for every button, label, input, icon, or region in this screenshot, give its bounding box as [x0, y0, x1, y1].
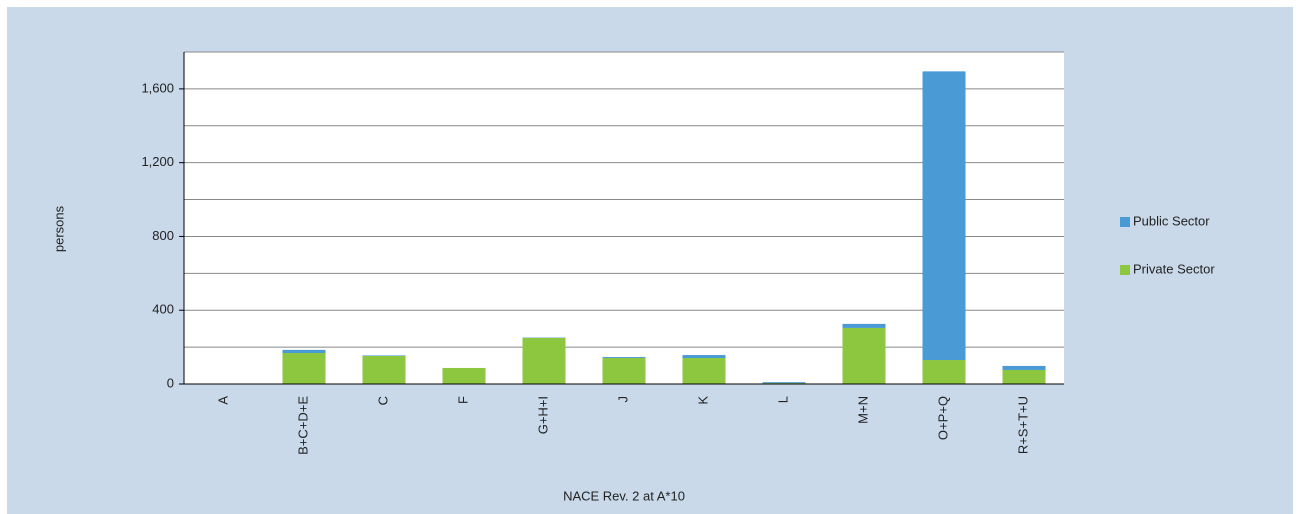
x-tick-label: L [775, 396, 790, 403]
bar-segment [362, 355, 406, 384]
bar-segment [762, 382, 806, 384]
x-axis-label: NACE Rev. 2 at A*10 [563, 488, 685, 503]
legend-label: Private Sector [1133, 261, 1215, 276]
x-tick-label: A [215, 396, 230, 405]
bar-segment [282, 349, 326, 354]
bar-segment [842, 327, 886, 384]
x-tick-label: B+C+D+E [295, 396, 310, 455]
bar-segment [842, 323, 886, 328]
y-tick-label: 800 [152, 228, 174, 243]
bar-segment [602, 357, 646, 358]
bar-segment [922, 71, 966, 361]
legend-label: Public Sector [1133, 213, 1210, 228]
bar-segment [922, 360, 966, 384]
y-tick-label: 1,200 [141, 154, 174, 169]
bar-segment [522, 337, 566, 384]
bar-segment [1002, 369, 1046, 384]
x-tick-label: F [455, 396, 470, 404]
y-axis-label: persons [51, 205, 66, 252]
x-tick-label: J [615, 396, 630, 403]
x-tick-label: M+N [855, 396, 870, 424]
bar-segment [362, 355, 406, 356]
y-tick-label: 0 [167, 375, 174, 390]
bar-segment [602, 357, 646, 384]
bar-segment [682, 355, 726, 358]
x-tick-label: R+S+T+U [1015, 396, 1030, 454]
x-tick-label: G+H+I [535, 396, 550, 434]
plot-area [184, 52, 1064, 384]
bar-segment [1002, 365, 1046, 370]
legend-swatch [1120, 265, 1130, 275]
bar-segment [282, 353, 326, 384]
x-tick-label: K [695, 396, 710, 405]
y-tick-label: 400 [152, 302, 174, 317]
bar-segment [442, 367, 486, 384]
x-tick-label: O+P+Q [935, 396, 950, 440]
x-tick-label: C [375, 396, 390, 405]
legend-swatch [1120, 217, 1130, 227]
y-tick-label: 1,600 [141, 80, 174, 95]
bar-segment [682, 357, 726, 384]
